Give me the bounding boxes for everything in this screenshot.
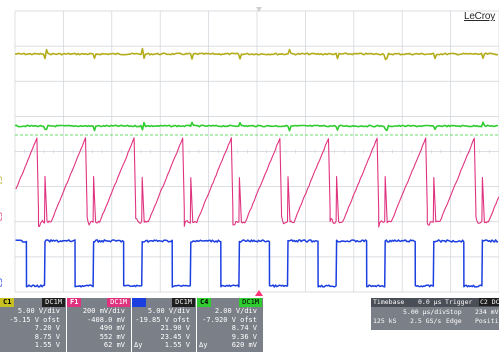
channel-tag: C3 [132,298,147,307]
volts-per-div: 2.00 V/div [214,307,257,315]
channel-panel-c4[interactable]: C4 DC1M 2.00 V/div -7.920 V ofst 8.74 V 9… [197,298,263,352]
channel-panel-c1[interactable]: C1 DC1M 5.00 V/div -5.15 V ofst 7.20 V 8.… [0,298,66,352]
trigger-slope: Positive [475,317,499,325]
trigger-mode: Stop [446,308,462,316]
brand-logo: LeCroy [463,11,495,22]
offset-value: -19.85 V ofst [135,315,190,324]
trigger-time-marker[interactable] [255,290,263,296]
coupling-label: DC1M [172,298,195,307]
measure-1: 21.90 V [160,324,190,332]
measure-3: 620 mV [231,341,257,349]
measure-2: 552 mV [99,332,125,341]
trace-c4 [14,121,499,132]
trigger-position-marker [256,7,262,12]
trigger-channel: C2 DC [479,298,499,306]
graticule-grid [14,10,499,293]
channel-marker-c1: C1 [0,176,3,186]
coupling-label: DC1M [107,298,130,307]
timebase-div: 5.00 µs/div [403,308,447,316]
measure-1: 8.74 V [231,324,257,332]
measure-3: 62 mV [103,341,125,349]
measure-1: 7.20 V [34,324,60,332]
measure-3: 1.55 V [164,341,190,349]
delta-label: Δy [199,341,208,349]
volts-per-div: 5.00 V/div [147,307,190,315]
trace-c1 [14,47,499,61]
measure-1: 490 mV [99,324,125,332]
channel-tag: F1 [67,298,82,307]
volts-per-div: 200 mV/div [82,307,125,315]
timebase-label: Timebase [373,298,405,306]
waveform-traces [14,47,499,288]
volts-per-div: 5.00 V/div [17,307,60,315]
coupling-label: DC1M [239,298,262,307]
trace-f1 [15,137,499,228]
measure-3: 1.55 V [34,341,60,349]
sample-rate: 2.5 GS/s [410,317,442,325]
trace-c3 [15,239,499,288]
measure-2: 23.45 V [160,332,190,341]
channel-panel-f1[interactable]: F1 DC1M 200 mV/div -408.0 mV 490 mV 552 m… [67,298,131,352]
measure-2: 9.36 V [231,332,257,341]
coupling-label: DC1M [42,298,65,307]
trigger-type: Edge [446,317,462,325]
channel-tag: C4 [197,298,212,307]
channel-marker-c2: C2 [0,212,3,222]
channel-tag: C1 [0,298,15,307]
offset-value: -7.920 V ofst [202,315,257,324]
timebase-trigger-panel[interactable]: Timebase 0.0 µs Trigger C2 DC 5.00 µs/di… [371,298,499,330]
delta-label: Δy [134,341,143,349]
channel-panel-c3[interactable]: C3 DC1M 5.00 V/div -19.85 V ofst 21.90 V … [132,298,196,352]
sample-count: 125 kS [373,317,397,325]
trigger-level: 234 mV [475,308,499,316]
trigger-label: Trigger [445,298,473,306]
offset-value: -408.0 mV [87,315,125,324]
channel-marker-c3: C3 [0,278,3,288]
timebase-delay: 0.0 µs [418,298,442,306]
offset-value: -5.15 V ofst [9,315,60,324]
measure-2: 8.75 V [34,332,60,341]
